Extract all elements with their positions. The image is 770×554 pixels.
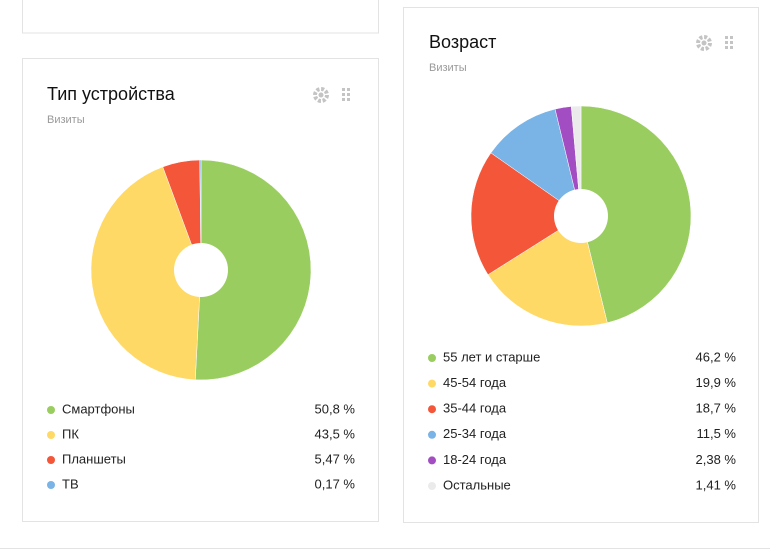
settings-icon[interactable] <box>696 35 712 51</box>
legend-value: 2,38 % <box>696 452 737 467</box>
pie-slice <box>490 108 582 217</box>
legend-dot <box>428 405 436 414</box>
drag-handle <box>725 46 728 49</box>
legend-label: 35-44 года <box>443 401 507 416</box>
legend-label: ПК <box>62 426 79 441</box>
legend-label: Планшеты <box>62 451 126 466</box>
legend-value: 43,5 % <box>315 426 356 441</box>
drag-handle <box>347 98 350 101</box>
legend-label: 18-24 года <box>443 452 507 467</box>
card <box>22 0 379 34</box>
legend-label: 55 лет и старше <box>443 349 540 364</box>
legend-dot <box>47 406 55 414</box>
legend-dot <box>428 482 436 490</box>
legend-value: 11,5 % <box>696 426 736 441</box>
card-title: Тип устройства <box>47 84 176 104</box>
drag-handle <box>730 41 733 44</box>
settings-icon-center <box>701 40 707 46</box>
legend-dot <box>47 481 55 489</box>
legend-value: 0,17 % <box>315 476 356 491</box>
drag-handle <box>730 46 733 49</box>
legend-value: 46,2 % <box>696 349 737 364</box>
card-subtitle: Визиты <box>47 114 85 126</box>
pie-slice <box>580 105 692 324</box>
legend-value: 1,41 % <box>696 477 737 492</box>
legend-dot <box>47 456 55 464</box>
legend-value: 50,8 % <box>315 401 356 416</box>
legend-dot <box>428 379 436 388</box>
legend-dot <box>428 430 436 439</box>
pie-slice <box>487 215 608 327</box>
pie-slice <box>199 159 202 271</box>
donut-hole <box>554 189 608 243</box>
legend-label: 45-54 года <box>443 375 507 390</box>
legend-label: 25-34 года <box>443 426 507 441</box>
drag-handle <box>342 93 345 96</box>
legend-value: 18,7 % <box>696 401 737 416</box>
legend-label: Смартфоны <box>62 401 135 416</box>
drag-handle <box>347 88 350 91</box>
drag-handle <box>725 36 728 39</box>
legend-label: ТВ <box>62 476 79 491</box>
pie-slice <box>90 166 202 381</box>
card-title: Возраст <box>429 32 496 52</box>
drag-handle <box>342 98 345 101</box>
legend-value: 5,47 % <box>315 451 356 466</box>
pie-slice <box>195 159 312 381</box>
card-subtitle: Визиты <box>429 62 467 74</box>
pie-slice <box>470 152 582 276</box>
pie-slice <box>571 105 582 217</box>
legend-dot <box>47 431 55 439</box>
drag-handle <box>347 93 350 96</box>
legend-dot <box>428 354 436 362</box>
settings-icon-center <box>318 92 324 98</box>
drag-handle <box>730 36 733 39</box>
legend-dot <box>428 456 436 465</box>
legend-value: 19,9 % <box>696 375 737 390</box>
drag-handle <box>725 41 728 44</box>
drag-handle <box>342 88 345 91</box>
settings-icon[interactable] <box>313 87 329 103</box>
donut-hole <box>174 243 228 297</box>
legend-label: Остальные <box>443 477 511 492</box>
